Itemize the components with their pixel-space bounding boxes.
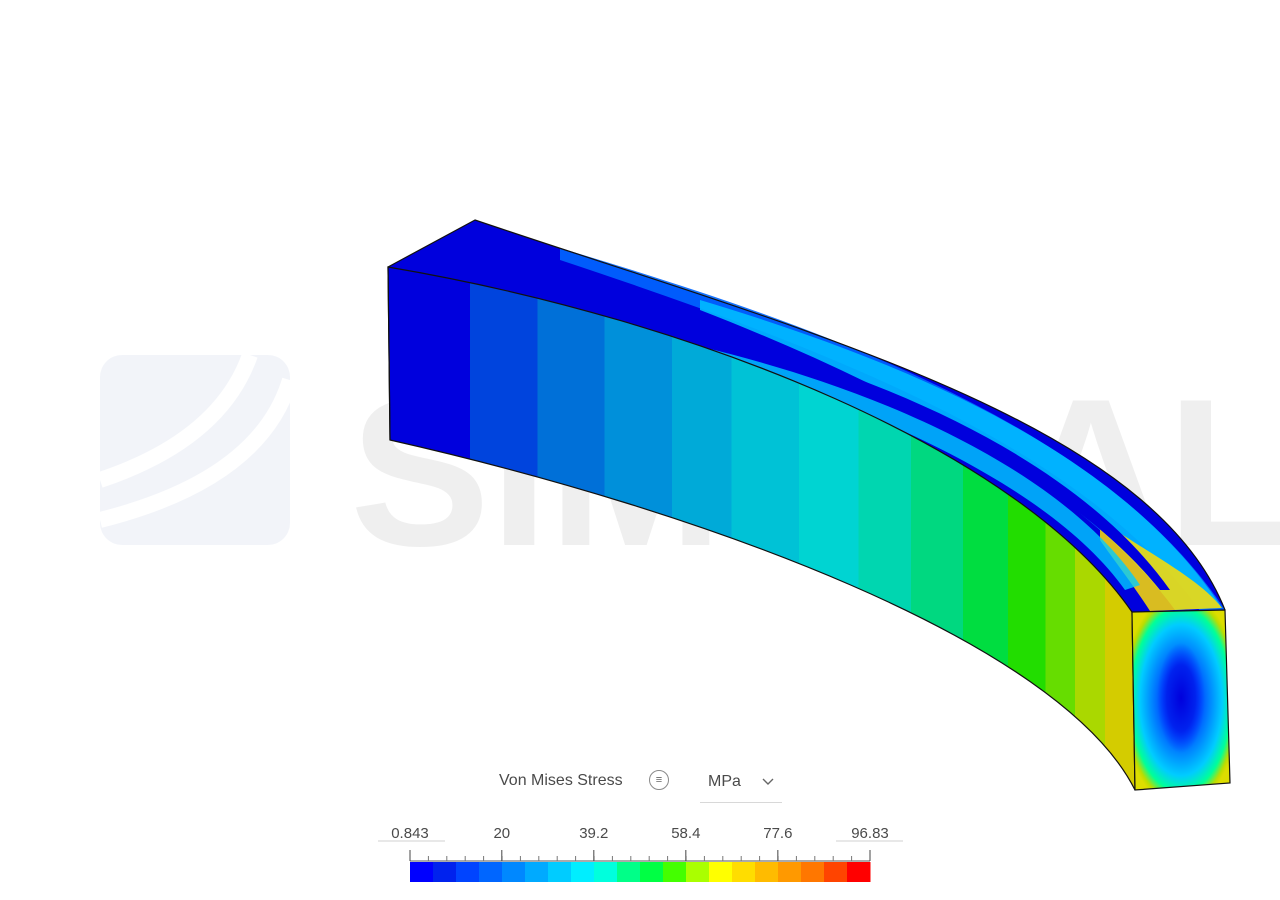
colorbar-swatch [410, 862, 434, 882]
colorbar-swatch [502, 862, 526, 882]
colorbar-swatch [548, 862, 572, 882]
colorbar-swatch [640, 862, 664, 882]
unit-value: MPa [708, 773, 741, 790]
colorbar-swatch [801, 862, 825, 882]
colorbar-tick-label: 39.2 [579, 825, 608, 842]
colorbar-swatch [824, 862, 848, 882]
list-icon[interactable]: ≡ [649, 770, 669, 790]
colorbar-tick-label: 0.843 [391, 825, 429, 842]
colorbar-swatch [571, 862, 595, 882]
unit-dropdown[interactable]: MPa [700, 764, 782, 803]
colorbar-swatch [594, 862, 618, 882]
colorbar-swatch [732, 862, 756, 882]
colorbar-swatch [778, 862, 802, 882]
colorbar-swatch [617, 862, 641, 882]
top-face-band [1100, 520, 1222, 611]
colorbar-swatch [479, 862, 503, 882]
quantity-label: Von Mises Stress [499, 772, 623, 789]
end-face-core [1157, 643, 1205, 753]
colorbar-swatch [847, 862, 871, 882]
colorbar-tick-label: 58.4 [671, 825, 700, 842]
colorbar-swatch [709, 862, 733, 882]
colorbar-tick-label: 77.6 [763, 825, 792, 842]
colorbar-swatch [525, 862, 549, 882]
chevron-down-icon [762, 778, 774, 785]
colorbar-tick-label: 96.83 [851, 825, 889, 842]
colorbar-swatch [433, 862, 457, 882]
result-legend: Von Mises Stress ≡ MPa 0.843 20 39.2 58.4 77… [370, 762, 910, 892]
colorbar-swatch [456, 862, 480, 882]
legend-header: Von Mises Stress ≡ MPa [370, 762, 910, 803]
beam-outline [387, 219, 1226, 611]
colorbar-tick-label: 20 [493, 825, 510, 842]
colorbar-swatch [755, 862, 779, 882]
colorbar: 0.843 20 39.2 58.4 77.6 96.83 [378, 825, 903, 882]
colorbar-swatch [663, 862, 687, 882]
colorbar-swatch [686, 862, 710, 882]
